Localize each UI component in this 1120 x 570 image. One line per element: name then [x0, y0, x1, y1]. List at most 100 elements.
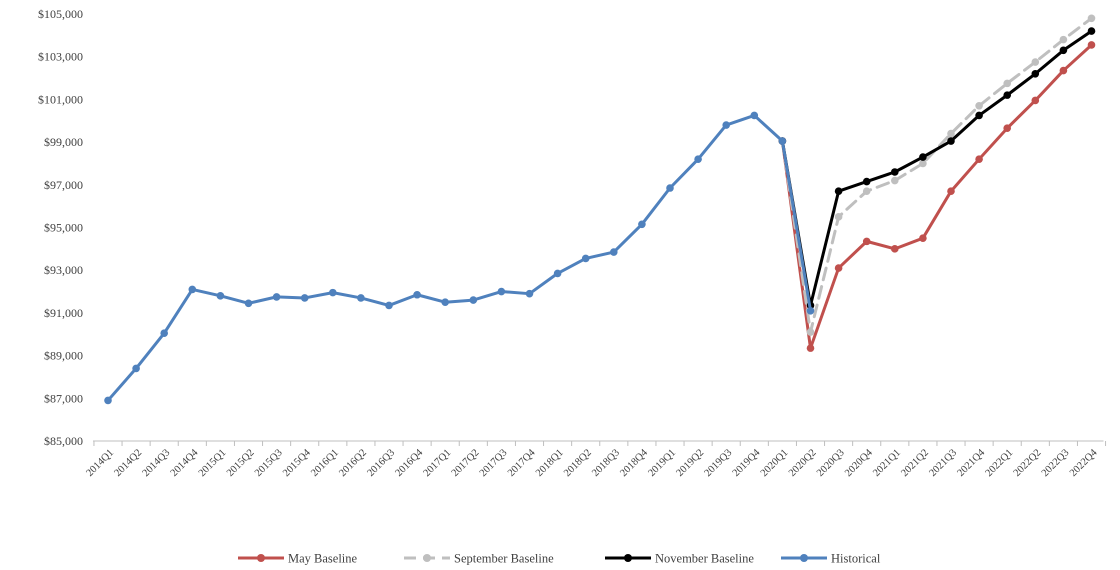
x-tick-label: 2019Q4	[731, 447, 763, 479]
data-point	[947, 187, 955, 196]
legend-label: Historical	[831, 552, 881, 566]
data-point	[216, 292, 225, 300]
data-point	[806, 344, 815, 352]
data-point	[1059, 66, 1068, 75]
x-tick-label: 2019Q1	[646, 447, 678, 479]
legend-item: November Baseline	[605, 552, 754, 566]
data-point	[1003, 79, 1011, 88]
x-tick-label: 2014Q4	[169, 447, 201, 479]
data-point	[329, 288, 337, 297]
data-point	[188, 285, 197, 294]
data-point	[638, 220, 646, 229]
y-tick-label: $97,000	[44, 178, 83, 192]
data-point	[834, 213, 843, 221]
x-tick-label: 2020Q1	[759, 447, 791, 479]
x-tick-label: 2021Q3	[927, 447, 959, 479]
x-tick-label: 2018Q4	[618, 447, 650, 479]
data-point	[919, 159, 927, 168]
data-point	[975, 111, 983, 120]
y-tick-label: $93,000	[44, 263, 83, 277]
x-axis-tick-labels: 2014Q12014Q22014Q32014Q42015Q12015Q22015…	[84, 447, 1100, 479]
x-tick-label: 2020Q3	[815, 447, 847, 479]
x-tick-label: 2021Q4	[956, 447, 988, 479]
x-tick-label: 2017Q3	[478, 447, 510, 479]
x-tick-label: 2015Q4	[281, 447, 313, 479]
x-tick-label: 2014Q3	[141, 447, 173, 479]
data-point	[891, 245, 899, 253]
data-point	[132, 364, 140, 373]
y-tick-label: $105,000	[38, 7, 83, 21]
data-point	[1087, 27, 1096, 35]
x-tick-label: 2022Q1	[984, 447, 1016, 479]
legend-marker	[800, 554, 808, 562]
data-point	[610, 248, 618, 256]
x-tick-label: 2017Q4	[506, 447, 538, 479]
series-layer	[104, 14, 1096, 405]
y-tick-label: $101,000	[38, 92, 83, 106]
data-point	[581, 254, 590, 263]
x-tick-label: 2018Q1	[534, 447, 566, 479]
y-tick-label: $91,000	[44, 306, 83, 320]
series-line	[780, 16, 1093, 334]
y-axis-tick-labels: $85,000 $87,000 $89,000 $91,000 $93,000 $95,0…	[38, 7, 83, 448]
legend-label: September Baseline	[454, 552, 554, 566]
data-point	[1031, 96, 1040, 105]
data-point	[778, 137, 787, 145]
x-tick-label: 2022Q2	[1012, 447, 1044, 479]
x-tick-label: 2014Q1	[84, 447, 116, 479]
data-point	[806, 306, 815, 315]
data-point	[862, 237, 871, 246]
data-point	[750, 111, 759, 120]
data-point	[947, 137, 955, 145]
data-point	[1031, 69, 1040, 78]
data-point	[1059, 46, 1068, 55]
data-point	[722, 121, 730, 129]
data-point	[666, 184, 674, 192]
x-tick-label: 2020Q2	[787, 447, 819, 479]
legend: May Baseline September Baseline November B…	[238, 552, 881, 566]
x-tick-label: 2021Q1	[871, 447, 903, 479]
data-point	[272, 293, 281, 301]
data-point	[806, 328, 815, 336]
data-point	[862, 177, 871, 186]
y-tick-label: $85,000	[44, 434, 83, 448]
data-point	[975, 155, 983, 163]
legend-label: May Baseline	[288, 552, 358, 566]
y-tick-label: $87,000	[44, 391, 83, 405]
data-point	[300, 294, 309, 302]
x-tick-label: 2016Q4	[394, 447, 426, 479]
x-tick-label: 2016Q3	[365, 447, 397, 479]
legend-label: November Baseline	[655, 552, 754, 566]
x-tick-label: 2019Q2	[675, 447, 707, 479]
x-axis-ticks	[93, 441, 1107, 446]
legend-marker	[624, 554, 632, 562]
data-point	[1059, 35, 1068, 44]
data-point	[1087, 41, 1096, 49]
x-tick-label: 2020Q4	[843, 447, 875, 479]
x-tick-label: 2017Q2	[450, 447, 482, 479]
data-point	[469, 296, 478, 304]
y-tick-label: $95,000	[44, 221, 83, 235]
series-line	[106, 113, 812, 402]
x-tick-label: 2022Q3	[1040, 447, 1072, 479]
data-point	[975, 102, 983, 110]
data-point	[834, 264, 843, 272]
data-point	[244, 299, 253, 308]
data-point	[919, 153, 927, 161]
x-tick-label: 2016Q2	[337, 447, 369, 479]
x-tick-label: 2016Q1	[309, 447, 341, 479]
data-point	[1003, 91, 1011, 99]
data-point	[497, 287, 506, 296]
data-point	[104, 396, 112, 405]
data-point	[385, 301, 393, 310]
x-tick-label: 2022Q4	[1068, 447, 1100, 479]
data-point	[553, 269, 562, 278]
series-3	[104, 111, 815, 405]
x-tick-label: 2015Q3	[253, 447, 285, 479]
y-tick-label: $103,000	[38, 50, 83, 64]
data-point	[413, 290, 421, 299]
legend-marker	[257, 554, 265, 562]
x-tick-label: 2014Q2	[113, 447, 145, 479]
legend-item: May Baseline	[238, 552, 358, 566]
